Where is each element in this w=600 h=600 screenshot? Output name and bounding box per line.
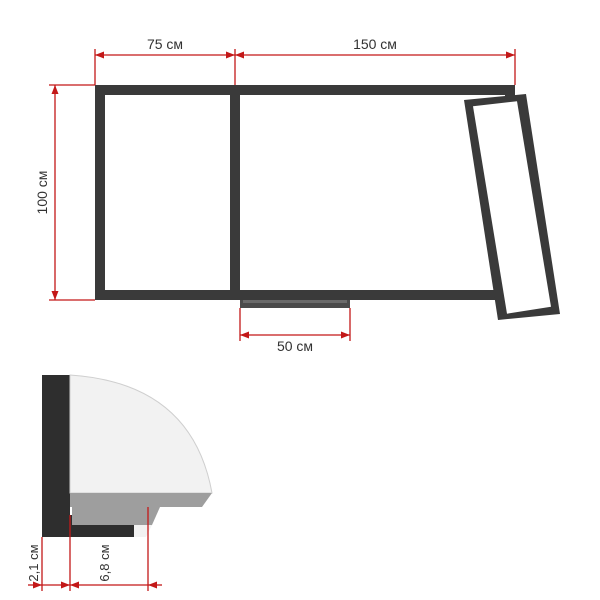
dim-profile-a: 2,1 см [26, 544, 41, 581]
dim-tray: 50 см [277, 338, 313, 354]
board-diagram [95, 85, 560, 320]
dim-width-right: 150 см [353, 36, 397, 52]
panel-left [105, 95, 230, 290]
dim-width-left: 75 см [147, 36, 183, 52]
panel-right [240, 95, 505, 290]
profile-detail [42, 375, 212, 537]
dim-profile-b: 6,8 см [97, 544, 112, 581]
dim-height: 100 см [34, 171, 50, 215]
